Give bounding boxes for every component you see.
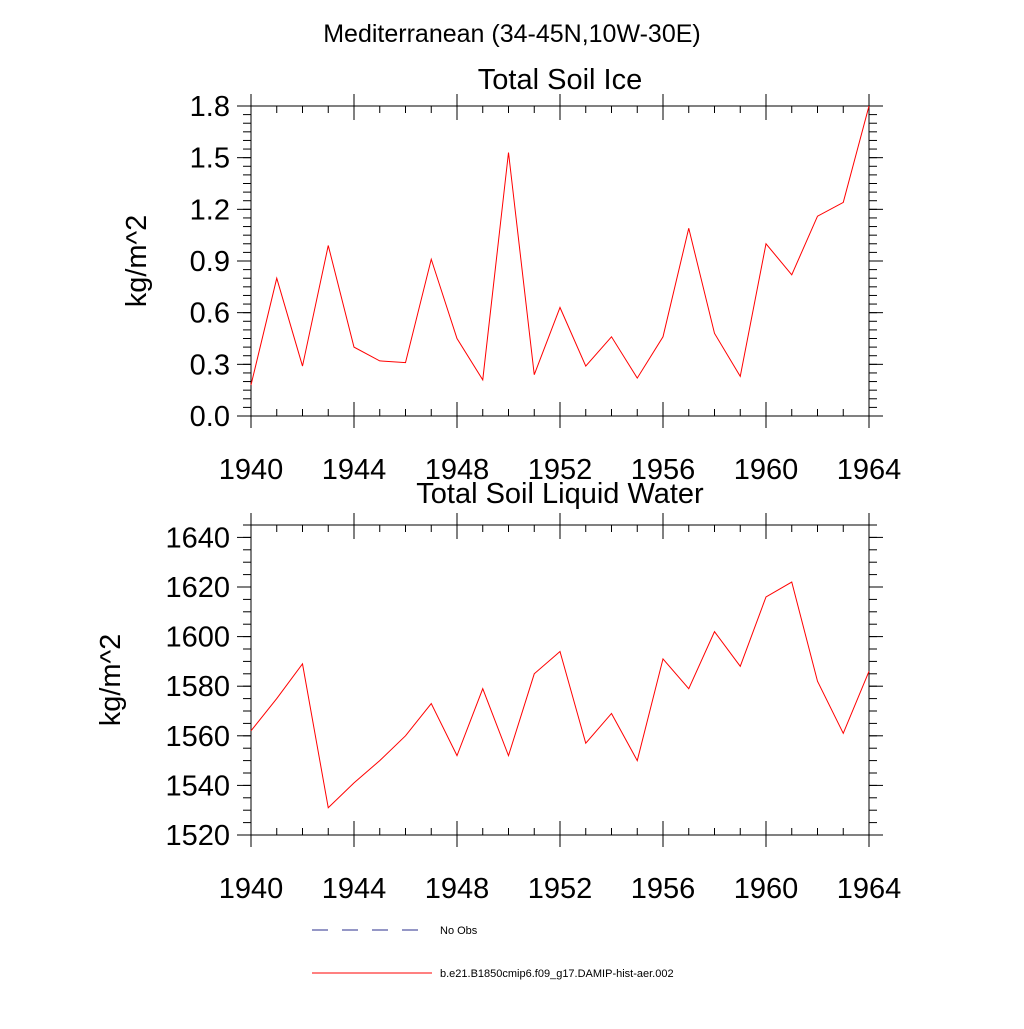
- series-line: [250, 581, 870, 809]
- y-tick-label: 0.3: [190, 349, 230, 381]
- x-tick-label: 1952: [528, 454, 593, 486]
- legend-label-no-obs: No Obs: [440, 925, 478, 937]
- legend-label-model: b.e21.B1850cmip6.f09_g17.DAMIP-hist-aer.…: [440, 968, 674, 980]
- y-tick-label: 1.2: [190, 194, 230, 226]
- x-tick-label: 1964: [837, 454, 902, 486]
- y-tick-label: 0.9: [190, 246, 230, 278]
- x-tick-label: 1952: [528, 873, 593, 905]
- plot-frame: [250, 524, 870, 836]
- panel-total-soil-liquid-water: Total Soil Liquid Water 1940 1944 1948 1952…: [95, 478, 901, 905]
- y-tick-label: 1.8: [190, 91, 230, 123]
- y-tick-label: 1640: [165, 522, 230, 554]
- x-tick-label: 1956: [631, 454, 696, 486]
- y-tick-label: 0.6: [190, 298, 230, 330]
- x-tick-label: 1944: [322, 873, 387, 905]
- y-axis-label: kg/m^2: [121, 215, 153, 308]
- x-tick-label: 1948: [425, 873, 490, 905]
- y-tick-label: 1600: [165, 622, 230, 654]
- x-tick-label: 1940: [219, 873, 284, 905]
- x-tick-label: 1956: [631, 873, 696, 905]
- x-tick-label: 1960: [734, 454, 799, 486]
- legend: No Obs b.e21.B1850cmip6.f09_g17.DAMIP-hi…: [312, 925, 674, 980]
- y-axis-label: kg/m^2: [95, 634, 127, 727]
- x-tick-label: 1948: [425, 454, 490, 486]
- x-tick-label: 1944: [322, 454, 387, 486]
- panel-title: Total Soil Ice: [478, 64, 642, 96]
- y-tick-label: 1.5: [190, 143, 230, 175]
- panel-title: Total Soil Liquid Water: [416, 478, 704, 510]
- y-tick-label: 1580: [165, 671, 230, 703]
- series-line: [250, 105, 870, 386]
- panel-total-soil-ice: Total Soil Ice 1940 1944 1948 1952 1956 1960 1…: [121, 64, 901, 486]
- y-tick-label: 1520: [165, 820, 230, 852]
- x-tick-label: 1960: [734, 873, 799, 905]
- x-tick-label: 1964: [837, 873, 902, 905]
- y-tick-label: 1620: [165, 572, 230, 604]
- plot-frame: [250, 105, 870, 417]
- y-tick-label: 1560: [165, 721, 230, 753]
- y-tick-label: 1540: [165, 770, 230, 802]
- y-tick-label: 0.0: [190, 401, 230, 433]
- figure-title: Mediterranean (34-45N,10W-30E): [323, 20, 701, 48]
- x-tick-label: 1940: [219, 454, 284, 486]
